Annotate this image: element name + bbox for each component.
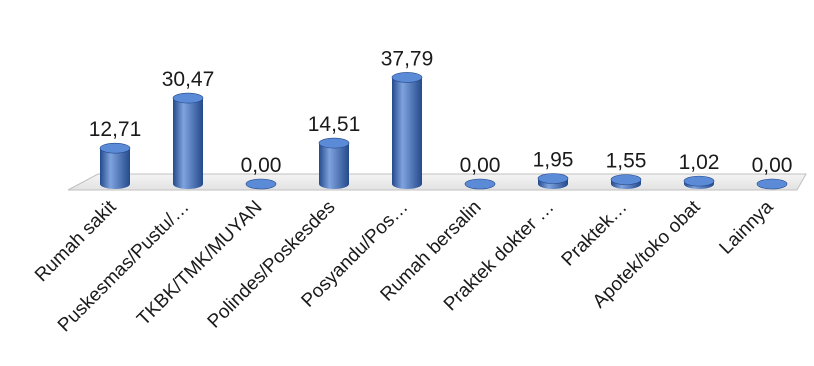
bar-body bbox=[392, 77, 422, 189]
bar-body bbox=[100, 148, 130, 189]
category-labels-group: Rumah sakitPuskesmas/Pustu/…TKBK/TMK/MUY… bbox=[31, 196, 778, 336]
data-label: 12,71 bbox=[89, 118, 142, 141]
bar bbox=[756, 178, 788, 190]
bar-top bbox=[610, 174, 642, 185]
data-label: 1,95 bbox=[533, 149, 574, 172]
data-label: 14,51 bbox=[308, 113, 361, 136]
bar bbox=[537, 173, 569, 189]
bar-body bbox=[319, 143, 349, 189]
data-label: 0,00 bbox=[241, 154, 282, 177]
data-label: 37,79 bbox=[381, 47, 434, 70]
bar-top bbox=[172, 92, 204, 104]
bar-top bbox=[756, 178, 788, 190]
category-label: TKBK/TMK/MUYAN bbox=[133, 197, 266, 330]
data-label: 1,02 bbox=[679, 151, 720, 174]
bar-top bbox=[99, 142, 131, 154]
bar-top bbox=[537, 173, 569, 184]
bar-top bbox=[683, 175, 715, 187]
bar bbox=[464, 178, 496, 190]
bar bbox=[391, 72, 423, 189]
value-labels-group: 12,71 30,47 0,00 14,51 37,79 0,00 1,95 1,55 1,02… bbox=[89, 47, 793, 177]
bar-top bbox=[318, 137, 350, 149]
bar bbox=[610, 174, 642, 189]
category-label: Polindes/Poskesdes bbox=[204, 197, 340, 333]
bar-top bbox=[245, 178, 277, 190]
bar-body bbox=[173, 98, 203, 189]
category-label: Lainnya bbox=[716, 196, 778, 258]
bar-top bbox=[391, 72, 423, 83]
data-label: 30,47 bbox=[162, 68, 215, 91]
data-label: 0,00 bbox=[460, 154, 501, 177]
bar bbox=[245, 178, 277, 190]
category-label: Praktek… bbox=[558, 197, 632, 271]
bar bbox=[683, 175, 715, 189]
bar bbox=[99, 142, 131, 189]
bar bbox=[172, 92, 204, 189]
bar-top bbox=[464, 178, 496, 190]
category-label: Puskesmas/Pustu/… bbox=[54, 197, 194, 337]
bar bbox=[318, 137, 350, 189]
data-label: 0,00 bbox=[752, 154, 793, 177]
bars-group bbox=[99, 72, 788, 190]
data-label: 1,55 bbox=[606, 150, 647, 173]
